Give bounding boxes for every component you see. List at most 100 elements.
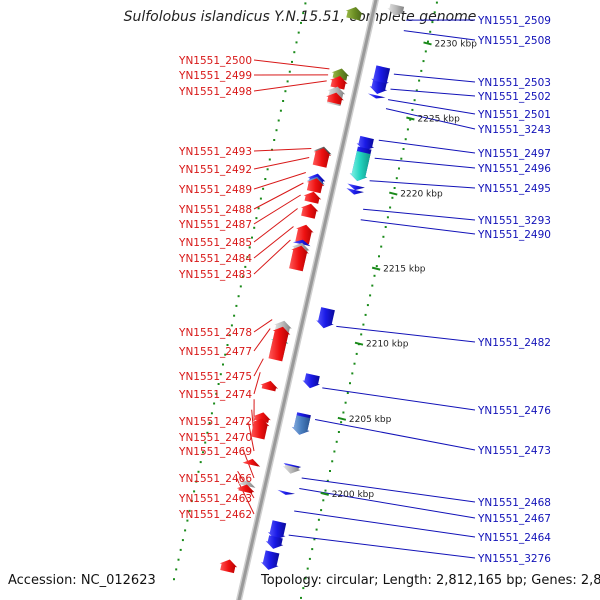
- forward-track-tick: [253, 226, 256, 229]
- map-title: Sulfolobus islandicus Y.N.15.51, complet…: [123, 9, 477, 25]
- ruler-tick: [320, 491, 329, 496]
- forward-track-tick: [228, 334, 231, 337]
- reverse-label-leader: [378, 139, 476, 154]
- forward-label-leader: [253, 239, 291, 275]
- reverse-track-tick: [406, 128, 409, 131]
- forward-track-tick: [195, 480, 198, 483]
- reverse-gene-arrow: [347, 183, 365, 191]
- reverse-track-tick: [351, 372, 354, 375]
- forward-gene-arrow: [330, 76, 348, 90]
- ruler-tick: [423, 41, 432, 46]
- tick-layer: [173, 1, 438, 599]
- reverse-track-tick: [380, 245, 383, 248]
- forward-gene-label: YN1551_2474: [178, 389, 252, 401]
- forward-gene-label: YN1551_2472: [178, 416, 252, 428]
- reverse-track-tick: [362, 323, 365, 326]
- reverse-track-tick: [317, 518, 320, 521]
- forward-track-tick: [279, 109, 282, 112]
- forward-track-tick: [262, 187, 265, 190]
- forward-gene-label: YN1551_2484: [178, 253, 252, 265]
- reverse-gene-arrow: [291, 415, 311, 435]
- reverse-track-tick: [373, 274, 376, 277]
- reverse-track-tick: [340, 421, 343, 424]
- forward-label-leader: [253, 319, 273, 333]
- reverse-track-tick: [386, 216, 389, 219]
- reverse-track-tick: [349, 382, 351, 385]
- reverse-label-leader: [374, 157, 476, 169]
- forward-gene-label: YN1551_2475: [178, 371, 252, 383]
- forward-gene-label: YN1551_2466: [178, 473, 252, 485]
- forward-gene-label: YN1551_2470: [178, 432, 252, 444]
- reverse-track-tick: [353, 362, 356, 365]
- reverse-track-tick: [313, 538, 316, 541]
- forward-track-tick: [208, 422, 211, 424]
- ruler-label: 2200 kbp: [332, 490, 375, 500]
- ruler-label: 2205 kbp: [349, 415, 392, 425]
- forward-gene-label: YN1551_2483: [178, 269, 252, 281]
- reverse-track-tick: [335, 440, 338, 443]
- forward-label-leader: [253, 372, 261, 395]
- reverse-track-tick: [391, 196, 394, 199]
- forward-track-tick: [239, 285, 242, 288]
- reverse-track-tick: [333, 450, 336, 453]
- leader-lines: [235, 19, 476, 559]
- ruler-label: 2215 kbp: [383, 265, 426, 275]
- reverse-track-tick: [364, 313, 367, 316]
- reverse-track-tick: [420, 69, 423, 72]
- reverse-track-tick: [311, 548, 314, 551]
- reverse-gene-arrow: [282, 464, 301, 474]
- forward-track-tick: [197, 470, 200, 473]
- reverse-label-leader: [360, 219, 476, 235]
- forward-gene-label: YN1551_2477: [178, 346, 252, 358]
- forward-track-tick: [210, 412, 213, 415]
- forward-label-leader: [253, 358, 264, 377]
- reverse-label-leader: [369, 180, 476, 189]
- forward-track-tick: [222, 363, 224, 366]
- forward-track-tick: [273, 139, 276, 141]
- reverse-track-tick: [411, 108, 414, 111]
- reverse-label-leader: [385, 108, 476, 130]
- ruler-tick: [337, 416, 347, 421]
- reverse-gene-arrow: [261, 550, 280, 570]
- reverse-gene-arrow: [267, 520, 287, 540]
- forward-label-leader: [253, 208, 298, 243]
- reverse-track-tick: [331, 460, 334, 463]
- reverse-gene-label: YN1551_2496: [477, 163, 551, 175]
- reverse-gene-label: YN1551_2490: [477, 229, 551, 241]
- reverse-track-tick: [346, 392, 349, 394]
- forward-track-tick: [186, 519, 189, 522]
- forward-track-tick: [300, 21, 302, 24]
- forward-track-tick: [291, 60, 293, 63]
- forward-track-tick: [217, 383, 220, 385]
- reverse-label-leader: [403, 30, 476, 41]
- reverse-label-leader: [336, 325, 476, 343]
- reverse-gene-arrow: [367, 93, 386, 99]
- reverse-track-tick: [304, 577, 307, 580]
- ruler-labels: 2230 kbp 2225 kbp 2220 kbp 2215 kbp 2210 kbp…: [320, 39, 478, 500]
- ruler-label: 2230 kbp: [435, 39, 478, 49]
- forward-gene-arrow: [306, 178, 325, 194]
- ruler-tick: [406, 116, 415, 121]
- reverse-label-leader: [301, 477, 476, 503]
- reverse-track-tick: [300, 596, 302, 599]
- forward-track-tick: [230, 324, 233, 327]
- reverse-track-tick: [360, 333, 363, 336]
- reverse-gene-arrow: [316, 307, 335, 329]
- reverse-gene-label: YN1551_2476: [477, 405, 551, 417]
- reverse-gene-label: YN1551_2503: [477, 77, 551, 89]
- forward-gene-label: YN1551_2463: [178, 493, 252, 505]
- forward-label-leader: [253, 328, 271, 352]
- reverse-gene-label: YN1551_2497: [477, 148, 551, 160]
- forward-gene-label: YN1551_2478: [178, 327, 252, 339]
- reverse-track-tick: [415, 89, 418, 92]
- forward-label-leader: [253, 157, 310, 170]
- reverse-track-tick: [435, 1, 438, 4]
- reverse-track-tick: [322, 499, 325, 502]
- forward-track-tick: [246, 256, 249, 259]
- forward-label-leader: [253, 80, 327, 92]
- forward-gene-label: YN1551_2488: [178, 204, 252, 216]
- reverse-track-tick: [402, 148, 405, 150]
- reverse-track-tick: [306, 567, 309, 570]
- ruler-tick: [354, 341, 364, 346]
